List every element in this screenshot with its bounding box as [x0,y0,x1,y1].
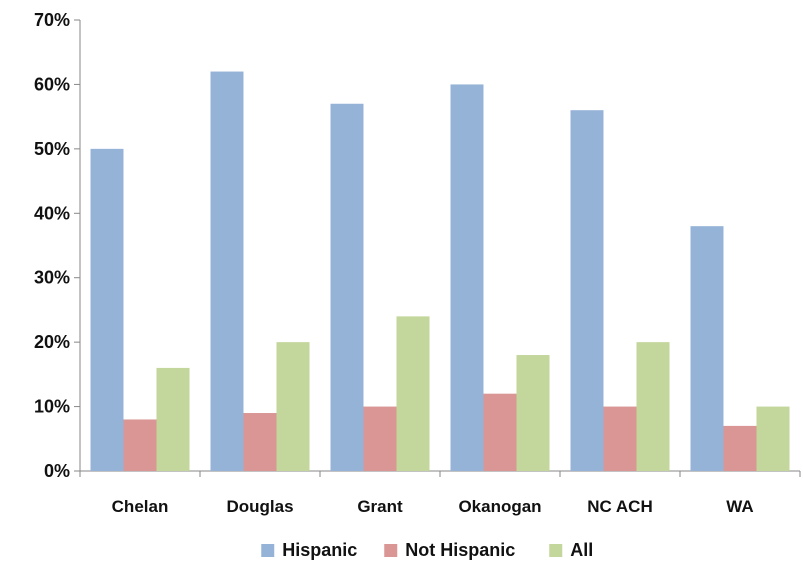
bar-not-hispanic-okanogan [483,393,517,471]
bar-all-grant [396,316,430,471]
bar-not-hispanic-nc-ach [603,406,637,471]
bar-not-hispanic-douglas [243,413,277,471]
bar-all-nc-ach [636,342,670,471]
legend-swatch-hispanic [261,544,275,557]
legend-swatch-not-hispanic [384,544,398,557]
legend-label: All [570,540,593,560]
bar-hispanic-chelan [90,148,124,471]
x-axis: Chelan Douglas Grant Okanogan NC ACH WA [79,470,801,516]
bar-hispanic-nc-ach [570,110,604,471]
bar-hispanic-douglas [210,71,244,472]
bar-not-hispanic-chelan [123,419,157,471]
y-tick-label: 30% [34,268,70,288]
y-tick-label: 40% [34,203,70,223]
x-tick-label: Grant [357,497,403,516]
bar-all-douglas [276,342,310,471]
y-tick-label: 60% [34,74,70,94]
y-tick-label: 50% [34,139,70,159]
bar-all-wa [756,406,790,471]
y-tick-label: 20% [34,332,70,352]
bar-hispanic-okanogan [450,84,484,471]
bar-hispanic-grant [330,103,364,471]
bar-not-hispanic-wa [723,425,757,471]
legend-label: Not Hispanic [405,540,515,560]
bars [90,71,790,472]
legend: Hispanic Not Hispanic All [261,540,593,560]
bar-not-hispanic-grant [363,406,397,471]
bar-all-okanogan [516,355,550,471]
bar-all-chelan [156,367,190,471]
x-tick-label: NC ACH [587,497,652,516]
y-tick-label: 10% [34,397,70,417]
x-tick-label: WA [726,497,753,516]
x-tick-label: Okanogan [458,497,541,516]
y-axis: 0% 10% 20% 30% 40% 50% 60% 70% [34,10,81,481]
x-tick-label: Chelan [112,497,169,516]
legend-label: Hispanic [282,540,357,560]
x-tick-label: Douglas [226,497,293,516]
y-tick-label: 70% [34,10,70,30]
bar-hispanic-wa [690,226,724,471]
y-tick-label: 0% [44,461,70,481]
legend-swatch-all [549,544,563,557]
